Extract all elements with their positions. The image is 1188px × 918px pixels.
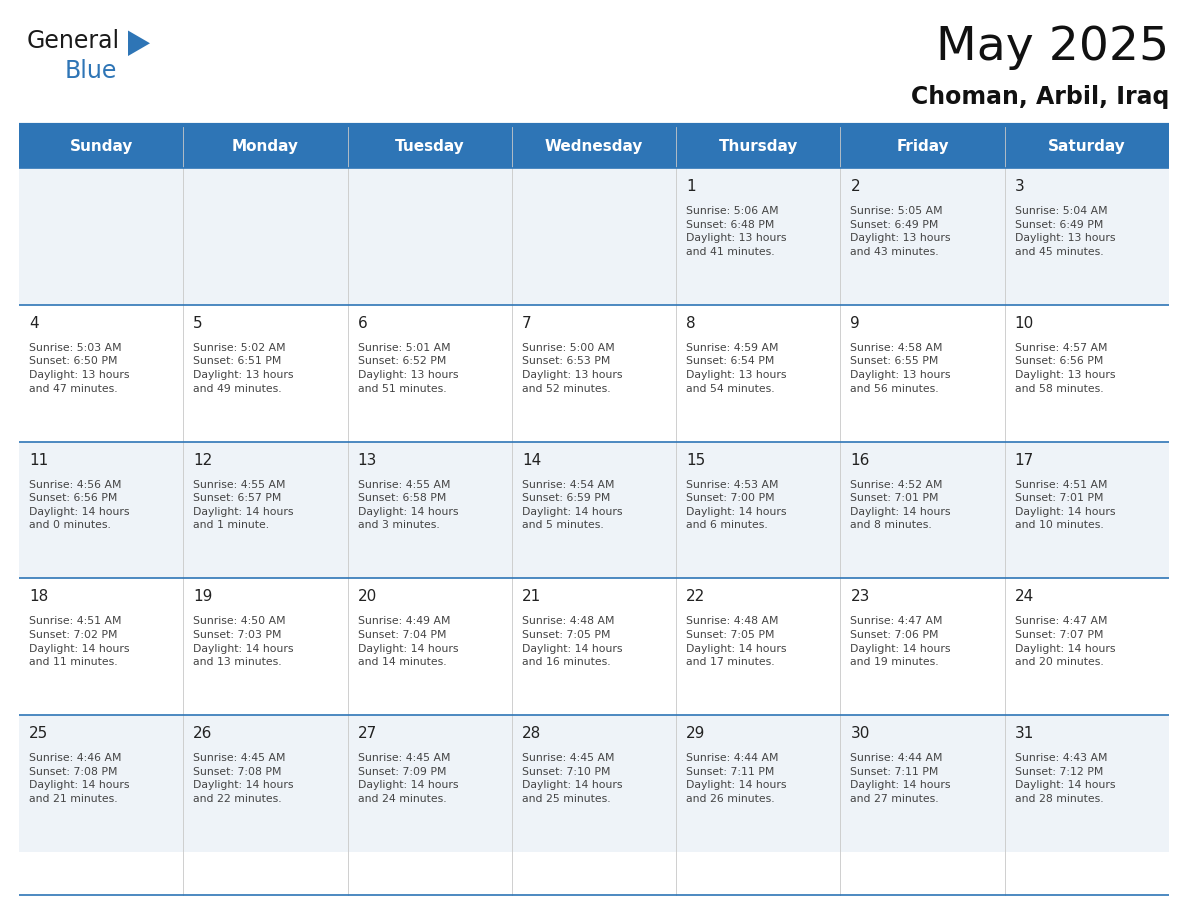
Text: Sunrise: 5:01 AM
Sunset: 6:52 PM
Daylight: 13 hours
and 51 minutes.: Sunrise: 5:01 AM Sunset: 6:52 PM Dayligh… [358,342,459,394]
Text: 24: 24 [1015,589,1034,604]
Text: Choman, Arbil, Iraq: Choman, Arbil, Iraq [911,84,1169,108]
Text: General: General [27,28,120,52]
Text: Sunrise: 4:43 AM
Sunset: 7:12 PM
Daylight: 14 hours
and 28 minutes.: Sunrise: 4:43 AM Sunset: 7:12 PM Dayligh… [1015,753,1116,804]
Text: Saturday: Saturday [1048,139,1126,154]
Text: Sunrise: 5:06 AM
Sunset: 6:48 PM
Daylight: 13 hours
and 41 minutes.: Sunrise: 5:06 AM Sunset: 6:48 PM Dayligh… [687,206,786,257]
Text: 22: 22 [687,589,706,604]
Text: Sunrise: 4:48 AM
Sunset: 7:05 PM
Daylight: 14 hours
and 16 minutes.: Sunrise: 4:48 AM Sunset: 7:05 PM Dayligh… [522,616,623,667]
Text: Sunrise: 4:45 AM
Sunset: 7:09 PM
Daylight: 14 hours
and 24 minutes.: Sunrise: 4:45 AM Sunset: 7:09 PM Dayligh… [358,753,459,804]
Text: 21: 21 [522,589,541,604]
Text: 5: 5 [194,316,203,330]
Bar [19,168,1169,305]
Text: 4: 4 [29,316,39,330]
Text: 20: 20 [358,589,377,604]
Text: Sunrise: 4:56 AM
Sunset: 6:56 PM
Daylight: 14 hours
and 0 minutes.: Sunrise: 4:56 AM Sunset: 6:56 PM Dayligh… [29,479,129,531]
Text: Sunrise: 4:52 AM
Sunset: 7:01 PM
Daylight: 14 hours
and 8 minutes.: Sunrise: 4:52 AM Sunset: 7:01 PM Dayligh… [851,479,950,531]
Text: 9: 9 [851,316,860,330]
Text: Sunrise: 4:50 AM
Sunset: 7:03 PM
Daylight: 14 hours
and 13 minutes.: Sunrise: 4:50 AM Sunset: 7:03 PM Dayligh… [194,616,293,667]
Text: 7: 7 [522,316,531,330]
Text: Sunrise: 4:46 AM
Sunset: 7:08 PM
Daylight: 14 hours
and 21 minutes.: Sunrise: 4:46 AM Sunset: 7:08 PM Dayligh… [29,753,129,804]
Text: 1: 1 [687,179,696,194]
Text: Sunrise: 4:47 AM
Sunset: 7:07 PM
Daylight: 14 hours
and 20 minutes.: Sunrise: 4:47 AM Sunset: 7:07 PM Dayligh… [1015,616,1116,667]
Text: Sunrise: 4:47 AM
Sunset: 7:06 PM
Daylight: 14 hours
and 19 minutes.: Sunrise: 4:47 AM Sunset: 7:06 PM Dayligh… [851,616,950,667]
Text: Sunrise: 4:45 AM
Sunset: 7:10 PM
Daylight: 14 hours
and 25 minutes.: Sunrise: 4:45 AM Sunset: 7:10 PM Dayligh… [522,753,623,804]
Text: 10: 10 [1015,316,1034,330]
Text: Sunrise: 4:45 AM
Sunset: 7:08 PM
Daylight: 14 hours
and 22 minutes.: Sunrise: 4:45 AM Sunset: 7:08 PM Dayligh… [194,753,293,804]
Text: Sunrise: 4:59 AM
Sunset: 6:54 PM
Daylight: 13 hours
and 54 minutes.: Sunrise: 4:59 AM Sunset: 6:54 PM Dayligh… [687,342,786,394]
Bar [19,715,1169,852]
Text: 25: 25 [29,726,49,741]
Text: 28: 28 [522,726,541,741]
Text: Sunday: Sunday [69,139,133,154]
Text: Tuesday: Tuesday [394,139,465,154]
Text: 31: 31 [1015,726,1034,741]
Text: 11: 11 [29,453,49,467]
Text: 3: 3 [1015,179,1024,194]
Text: Sunrise: 4:44 AM
Sunset: 7:11 PM
Daylight: 14 hours
and 27 minutes.: Sunrise: 4:44 AM Sunset: 7:11 PM Dayligh… [851,753,950,804]
Text: 14: 14 [522,453,541,467]
Text: Sunrise: 4:49 AM
Sunset: 7:04 PM
Daylight: 14 hours
and 14 minutes.: Sunrise: 4:49 AM Sunset: 7:04 PM Dayligh… [358,616,459,667]
Bar [19,578,1169,715]
Text: Sunrise: 4:57 AM
Sunset: 6:56 PM
Daylight: 13 hours
and 58 minutes.: Sunrise: 4:57 AM Sunset: 6:56 PM Dayligh… [1015,342,1116,394]
Text: Sunrise: 5:04 AM
Sunset: 6:49 PM
Daylight: 13 hours
and 45 minutes.: Sunrise: 5:04 AM Sunset: 6:49 PM Dayligh… [1015,206,1116,257]
Bar [19,305,1169,442]
Text: 19: 19 [194,589,213,604]
Text: Blue: Blue [65,59,118,83]
Text: Sunrise: 4:55 AM
Sunset: 6:57 PM
Daylight: 14 hours
and 1 minute.: Sunrise: 4:55 AM Sunset: 6:57 PM Dayligh… [194,479,293,531]
Text: 29: 29 [687,726,706,741]
Text: 2: 2 [851,179,860,194]
Text: 6: 6 [358,316,367,330]
Text: Sunrise: 5:03 AM
Sunset: 6:50 PM
Daylight: 13 hours
and 47 minutes.: Sunrise: 5:03 AM Sunset: 6:50 PM Dayligh… [29,342,129,394]
Text: 8: 8 [687,316,696,330]
Polygon shape [128,30,150,56]
Text: Wednesday: Wednesday [545,139,643,154]
Text: 30: 30 [851,726,870,741]
Text: 18: 18 [29,589,49,604]
Text: 26: 26 [194,726,213,741]
Text: Sunrise: 4:55 AM
Sunset: 6:58 PM
Daylight: 14 hours
and 3 minutes.: Sunrise: 4:55 AM Sunset: 6:58 PM Dayligh… [358,479,459,531]
Text: 23: 23 [851,589,870,604]
Text: Sunrise: 4:51 AM
Sunset: 7:02 PM
Daylight: 14 hours
and 11 minutes.: Sunrise: 4:51 AM Sunset: 7:02 PM Dayligh… [29,616,129,667]
Bar [19,125,1169,168]
Bar [19,442,1169,578]
Text: May 2025: May 2025 [936,25,1169,70]
Text: 12: 12 [194,453,213,467]
Text: Monday: Monday [232,139,299,154]
Text: Friday: Friday [896,139,949,154]
Text: Sunrise: 4:54 AM
Sunset: 6:59 PM
Daylight: 14 hours
and 5 minutes.: Sunrise: 4:54 AM Sunset: 6:59 PM Dayligh… [522,479,623,531]
Text: Thursday: Thursday [719,139,798,154]
Text: 15: 15 [687,453,706,467]
Text: Sunrise: 4:44 AM
Sunset: 7:11 PM
Daylight: 14 hours
and 26 minutes.: Sunrise: 4:44 AM Sunset: 7:11 PM Dayligh… [687,753,786,804]
Text: Sunrise: 4:51 AM
Sunset: 7:01 PM
Daylight: 14 hours
and 10 minutes.: Sunrise: 4:51 AM Sunset: 7:01 PM Dayligh… [1015,479,1116,531]
Text: Sunrise: 4:48 AM
Sunset: 7:05 PM
Daylight: 14 hours
and 17 minutes.: Sunrise: 4:48 AM Sunset: 7:05 PM Dayligh… [687,616,786,667]
Text: 16: 16 [851,453,870,467]
Text: Sunrise: 5:02 AM
Sunset: 6:51 PM
Daylight: 13 hours
and 49 minutes.: Sunrise: 5:02 AM Sunset: 6:51 PM Dayligh… [194,342,293,394]
Text: Sunrise: 4:53 AM
Sunset: 7:00 PM
Daylight: 14 hours
and 6 minutes.: Sunrise: 4:53 AM Sunset: 7:00 PM Dayligh… [687,479,786,531]
Text: Sunrise: 5:00 AM
Sunset: 6:53 PM
Daylight: 13 hours
and 52 minutes.: Sunrise: 5:00 AM Sunset: 6:53 PM Dayligh… [522,342,623,394]
Text: Sunrise: 4:58 AM
Sunset: 6:55 PM
Daylight: 13 hours
and 56 minutes.: Sunrise: 4:58 AM Sunset: 6:55 PM Dayligh… [851,342,950,394]
Text: 13: 13 [358,453,377,467]
Text: Sunrise: 5:05 AM
Sunset: 6:49 PM
Daylight: 13 hours
and 43 minutes.: Sunrise: 5:05 AM Sunset: 6:49 PM Dayligh… [851,206,950,257]
Text: 17: 17 [1015,453,1034,467]
Text: 27: 27 [358,726,377,741]
